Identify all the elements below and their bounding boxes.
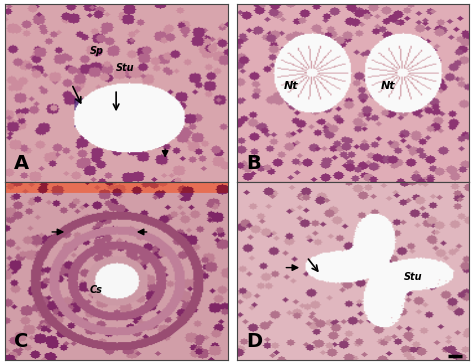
Text: Stu: Stu <box>404 272 423 282</box>
Text: Nt: Nt <box>283 81 298 91</box>
Text: B: B <box>246 154 261 173</box>
Text: Stu: Stu <box>116 63 135 74</box>
Text: Sp: Sp <box>90 46 103 56</box>
Text: A: A <box>14 154 29 173</box>
Text: D: D <box>246 332 263 352</box>
Text: Nt: Nt <box>381 81 396 91</box>
Text: C: C <box>14 332 28 352</box>
Text: Cs: Cs <box>90 285 102 294</box>
